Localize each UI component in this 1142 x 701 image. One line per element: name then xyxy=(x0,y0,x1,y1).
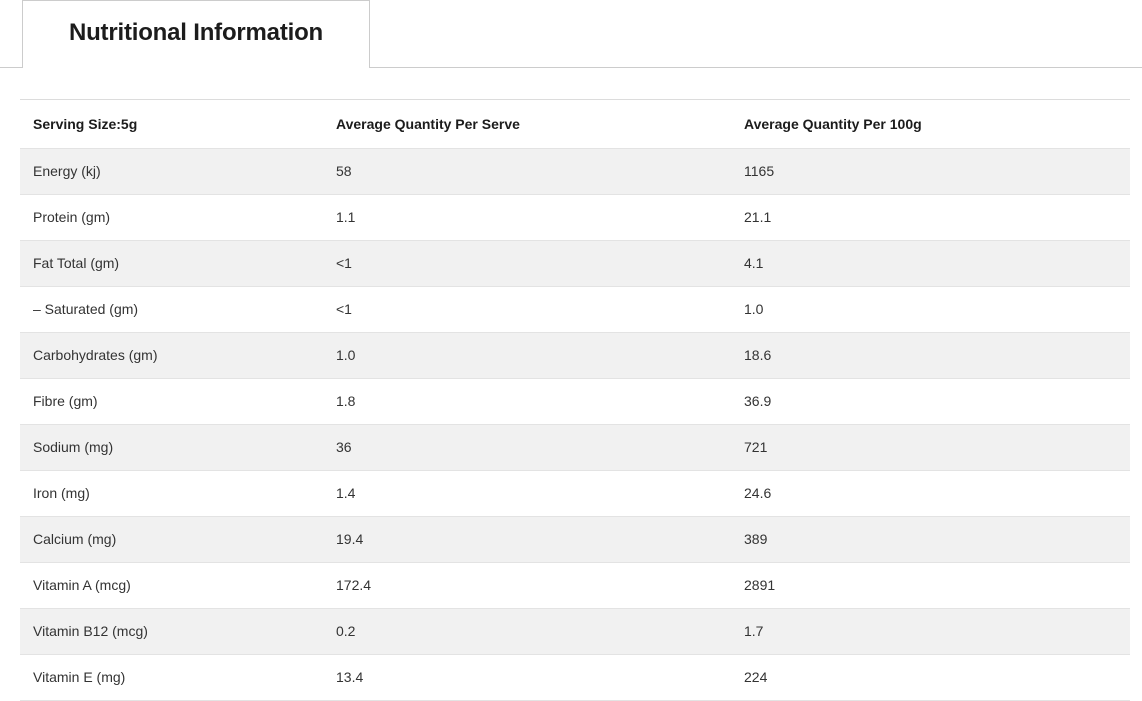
table-cell-nutrient: Protein (gm) xyxy=(33,209,111,225)
table-cell-per_serve: 0.2 xyxy=(336,623,356,639)
tabs-area: Nutritional Information xyxy=(0,0,1142,99)
table-cell-per_serve: 172.4 xyxy=(336,577,372,593)
tab-nutritional-information[interactable]: Nutritional Information xyxy=(22,0,370,68)
nutrition-table-container: Serving Size:5g Average Quantity Per Ser… xyxy=(20,99,1130,701)
table-row: Fibre (gm) 1.8 36.9 xyxy=(20,379,1130,425)
nutrition-table: Serving Size:5g Average Quantity Per Ser… xyxy=(20,99,1130,701)
table-cell-nutrient: Vitamin B12 (mcg) xyxy=(33,623,148,639)
table-cell-per_serve: <1 xyxy=(336,301,352,317)
table-cell-per_serve: 13.4 xyxy=(336,669,364,685)
table-cell-nutrient: Vitamin A (mcg) xyxy=(33,577,131,593)
table-cell-per_100g: 224 xyxy=(744,669,768,685)
table-row: Vitamin E (mg) 13.4 224 xyxy=(20,655,1130,701)
table-cell-nutrient: Iron (mg) xyxy=(33,485,90,501)
table-cell-nutrient: – Saturated (gm) xyxy=(33,301,139,317)
table-cell-nutrient: Fat Total (gm) xyxy=(33,255,120,271)
table-cell-per_100g: 389 xyxy=(744,531,768,547)
nutrition-table-header-row: Serving Size:5g Average Quantity Per Ser… xyxy=(20,100,1130,149)
table-row: Vitamin A (mcg) 172.4 2891 xyxy=(20,563,1130,609)
table-cell-per_100g: 4.1 xyxy=(744,255,764,271)
table-cell-per_100g: 36.9 xyxy=(744,393,772,409)
table-cell-per_serve: 1.0 xyxy=(336,347,356,363)
table-cell-per_100g: 24.6 xyxy=(744,485,772,501)
table-cell-per_100g: 1165 xyxy=(744,163,775,179)
tab-nutritional-information-label: Nutritional Information xyxy=(68,18,324,46)
table-row: Energy (kj) 58 1165 xyxy=(20,148,1130,195)
table-row: – Saturated (gm) <1 1.0 xyxy=(20,287,1130,333)
table-row: Fat Total (gm) <1 4.1 xyxy=(20,240,1130,287)
table-cell-per_serve: 1.8 xyxy=(336,393,356,409)
table-cell-per_serve: 19.4 xyxy=(336,531,364,547)
table-cell-per_100g: 2891 xyxy=(744,577,776,593)
table-cell-per_100g: 21.1 xyxy=(744,209,772,225)
table-cell-per_100g: 1.7 xyxy=(744,623,764,639)
table-cell-per_serve: 36 xyxy=(336,439,352,455)
table-cell-per_serve: 58 xyxy=(336,163,352,179)
table-cell-per_serve: 1.4 xyxy=(336,485,356,501)
table-cell-nutrient: Energy (kj) xyxy=(33,163,101,179)
column-header-serving-size: Serving Size:5g xyxy=(33,116,138,132)
table-row: Carbohydrates (gm) 1.0 18.6 xyxy=(20,332,1130,379)
table-cell-nutrient: Sodium (mg) xyxy=(33,439,114,455)
table-row: Sodium (mg) 36 721 xyxy=(20,424,1130,471)
table-row: Vitamin B12 (mcg) 0.2 1.7 xyxy=(20,608,1130,655)
table-cell-per_100g: 1.0 xyxy=(744,301,764,317)
tabs-bottom-rule xyxy=(0,67,1142,68)
table-cell-nutrient: Calcium (mg) xyxy=(33,531,117,547)
table-row: Calcium (mg) 19.4 389 xyxy=(20,516,1130,563)
table-cell-nutrient: Vitamin E (mg) xyxy=(33,669,126,685)
table-cell-nutrient: Carbohydrates (gm) xyxy=(33,347,158,363)
column-header-per-serve: Average Quantity Per Serve xyxy=(336,116,520,132)
column-header-per-100g: Average Quantity Per 100g xyxy=(744,116,922,132)
table-cell-per_100g: 721 xyxy=(744,439,768,455)
table-cell-per_100g: 18.6 xyxy=(744,347,772,363)
table-row: Iron (mg) 1.4 24.6 xyxy=(20,471,1130,517)
table-cell-per_serve: <1 xyxy=(336,255,352,271)
table-cell-nutrient: Fibre (gm) xyxy=(33,393,98,409)
table-cell-per_serve: 1.1 xyxy=(336,209,356,225)
table-row: Protein (gm) 1.1 21.1 xyxy=(20,195,1130,241)
